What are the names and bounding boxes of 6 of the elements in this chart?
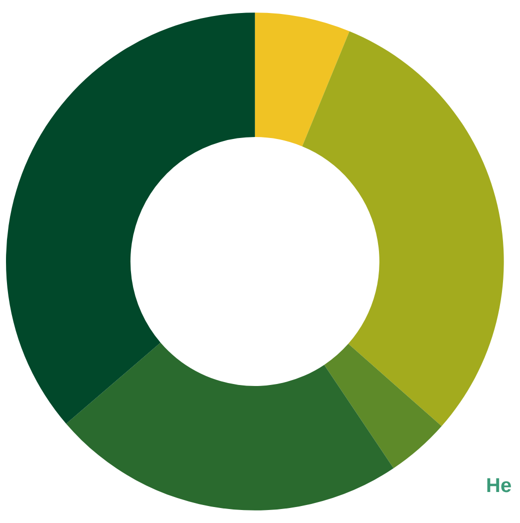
- donut-slice: [302, 31, 504, 426]
- donut-slice: [254, 12, 350, 146]
- text: He: [486, 475, 512, 497]
- donut-slice: [6, 12, 255, 424]
- donut-slice: [66, 342, 394, 510]
- donut-slice: [324, 344, 442, 468]
